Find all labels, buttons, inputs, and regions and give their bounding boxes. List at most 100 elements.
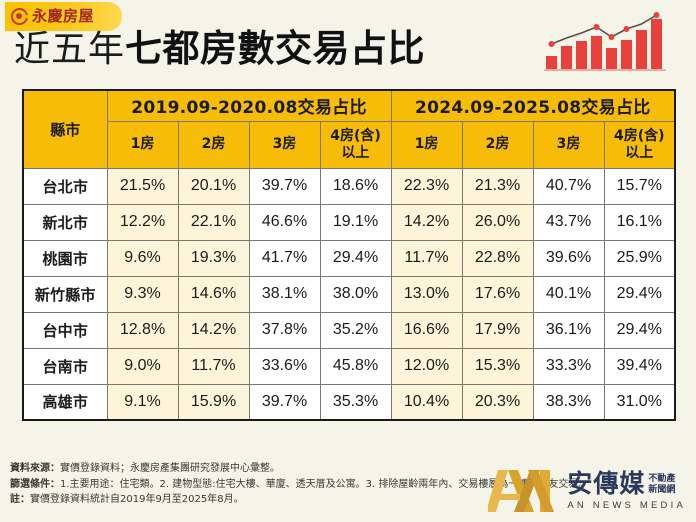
- cell-p2-4room: 31.0%: [603, 383, 676, 421]
- cell-p1-2room: 14.2%: [177, 311, 250, 349]
- column-header-p2-2room: 2房: [461, 120, 534, 169]
- cell-p1-1room: 9.1%: [106, 383, 179, 421]
- cell-p2-3room: 38.3%: [532, 383, 605, 421]
- cell-p1-1room: 9.3%: [106, 275, 179, 313]
- column-header-city: 縣市: [22, 89, 108, 169]
- brand-logo-text: 永慶房屋: [32, 7, 95, 25]
- cell-p2-2room: 17.6%: [461, 275, 534, 313]
- cell-p1-2room: 19.3%: [177, 239, 250, 277]
- cell-p1-1room: 9.0%: [106, 347, 179, 385]
- cell-p1-1room: 12.2%: [106, 203, 179, 241]
- row-city-label: 台北市: [22, 167, 108, 205]
- footer-note-text: 實價登錄資料統計自2019年9月至2025年8月。: [30, 494, 244, 505]
- watermark-chinese-name: 安傳媒: [567, 469, 646, 498]
- table-row: 新北市 12.2% 22.1% 46.6% 19.1% 14.2% 26.0% …: [22, 203, 676, 241]
- spiral-mark-icon: [11, 8, 28, 25]
- cell-p2-3room: 36.1%: [532, 311, 605, 349]
- footer-criteria-text: 1.主要用途：住宅類。2. 建物型態:住宅大樓、華廈、透天厝及公寓。3. 排除屋…: [60, 478, 589, 490]
- cell-p2-1room: 13.0%: [390, 275, 463, 313]
- cell-p1-1room: 21.5%: [106, 167, 179, 205]
- table-row: 高雄市 9.1% 15.9% 39.7% 35.3% 10.4% 20.3% 3…: [22, 383, 676, 421]
- table-row: 新竹縣市 9.3% 14.6% 38.1% 38.0% 13.0% 17.6% …: [22, 275, 676, 313]
- cell-p1-3room: 39.7%: [248, 167, 321, 205]
- column-header-p2-1room: 1房: [390, 120, 463, 169]
- cell-p2-3room: 43.7%: [532, 203, 605, 241]
- cell-p1-2room: 15.9%: [177, 383, 250, 421]
- cell-p1-1room: 9.6%: [106, 239, 179, 277]
- cell-p2-2room: 21.3%: [461, 167, 534, 205]
- table-header-groups: 縣市 2019.09-2020.08交易占比 2024.09-2025.08交易…: [22, 89, 676, 169]
- page-title-bold: 七都房數交易占比: [125, 27, 426, 70]
- watermark-subtitle: 不動產 新聞網: [648, 474, 676, 495]
- table-header-subcolumns: 1房 2房 3房 4房(含) 以上 1房 2房 3房 4房(含) 以上: [23, 120, 676, 169]
- watermark-top-row: 安傳媒 不動產 新聞網: [567, 471, 686, 496]
- table-row: 台中市 12.8% 14.2% 37.8% 35.2% 16.6% 17.9% …: [22, 311, 676, 349]
- column-header-p2-3room: 3房: [532, 120, 605, 169]
- table-body: 台北市 21.5% 20.1% 39.7% 18.6% 22.3% 21.3% …: [22, 167, 676, 421]
- table-row: 桃園市 9.6% 19.3% 41.7% 29.4% 11.7% 22.8% 3…: [22, 239, 676, 277]
- cell-p1-2room: 22.1%: [177, 203, 250, 241]
- cell-p1-4room: 35.2%: [319, 311, 392, 349]
- cell-p2-1room: 16.6%: [390, 311, 463, 349]
- page-title-light: 近五年: [14, 29, 126, 70]
- cell-p2-2room: 22.8%: [461, 239, 534, 277]
- cell-p1-4room: 45.8%: [319, 347, 392, 385]
- row-city-label: 台中市: [22, 311, 108, 349]
- footer-note-label: 註：: [10, 494, 30, 505]
- cell-p1-3room: 33.6%: [248, 347, 321, 385]
- row-city-label: 台南市: [22, 347, 108, 385]
- cell-p2-1room: 11.7%: [390, 239, 463, 277]
- cell-p2-2room: 15.3%: [461, 347, 534, 385]
- footer-notes: 資料來源：實價登錄資料；永慶房產集團研究發展中心彙整。 篩選條件：1.主要用途：…: [10, 461, 588, 508]
- brand-logo: 永慶房屋: [5, 2, 122, 31]
- an-monogram-icon: [488, 470, 555, 512]
- cell-p1-4room: 18.6%: [319, 167, 392, 205]
- column-header-p1-2room: 2房: [177, 120, 250, 169]
- watermark-text-block: 安傳媒 不動產 新聞網 AN NEWS MEDIA: [567, 471, 686, 511]
- cell-p1-2room: 14.6%: [177, 275, 250, 313]
- cell-p2-4room: 16.1%: [603, 203, 676, 241]
- cell-p2-2room: 20.3%: [461, 383, 534, 421]
- cell-p2-3room: 40.7%: [532, 167, 605, 205]
- cell-p2-1room: 12.0%: [390, 347, 463, 385]
- cell-p2-1room: 22.3%: [390, 167, 463, 205]
- footer-source-text: 實價登錄資料；永慶房產集團研究發展中心彙整。: [60, 463, 280, 474]
- row-city-label: 高雄市: [22, 383, 108, 421]
- footer-criteria-line: 篩選條件：1.主要用途：住宅類。2. 建物型態:住宅大樓、華廈、透天厝及公寓。3…: [10, 477, 588, 493]
- page-title: 近五年 七都房數交易占比: [14, 30, 425, 68]
- group-header-period-2: 2024.09-2025.08交易占比: [390, 89, 676, 122]
- column-header-p2-4room: 4房(含) 以上: [603, 120, 676, 169]
- cell-p1-4room: 35.3%: [319, 383, 392, 421]
- cell-p1-4room: 29.4%: [319, 239, 392, 277]
- cell-p1-4room: 38.0%: [319, 275, 392, 313]
- cell-p1-2room: 20.1%: [177, 167, 250, 205]
- watermark-english-name: AN NEWS MEDIA: [567, 500, 686, 511]
- cell-p1-3room: 41.7%: [248, 239, 321, 277]
- footer-criteria-label: 篩選條件：: [10, 478, 60, 490]
- cell-p2-4room: 25.9%: [603, 239, 676, 277]
- cell-p1-3room: 38.1%: [248, 275, 321, 313]
- cell-p2-1room: 14.2%: [390, 203, 463, 241]
- footer-source-line: 資料來源：實價登錄資料；永慶房產集團研究發展中心彙整。: [10, 461, 570, 477]
- cell-p2-4room: 15.7%: [603, 167, 676, 205]
- cell-p2-3room: 39.6%: [532, 239, 605, 277]
- bar-line-chart-icon: [544, 12, 666, 71]
- cell-p1-3room: 46.6%: [248, 203, 321, 241]
- data-table-container: 縣市 2019.09-2020.08交易占比 2024.09-2025.08交易…: [22, 89, 676, 421]
- cell-p1-1room: 12.8%: [106, 311, 179, 349]
- cell-p2-4room: 39.4%: [603, 347, 676, 385]
- cell-p2-3room: 40.1%: [532, 275, 605, 313]
- footer-note-line: 註：實價登錄資料統計自2019年9月至2025年8月。: [10, 492, 570, 508]
- column-header-p1-1room: 1房: [106, 120, 179, 169]
- row-city-label: 新竹縣市: [22, 275, 108, 313]
- cell-p2-1room: 10.4%: [390, 383, 463, 421]
- transaction-share-table: 縣市 2019.09-2020.08交易占比 2024.09-2025.08交易…: [22, 89, 676, 421]
- group-header-period-1: 2019.09-2020.08交易占比: [106, 89, 392, 122]
- column-header-p1-3room: 3房: [248, 120, 321, 169]
- cell-p2-2room: 17.9%: [461, 311, 534, 349]
- table-row: 台北市 21.5% 20.1% 39.7% 18.6% 22.3% 21.3% …: [22, 167, 676, 205]
- cell-p1-3room: 39.7%: [248, 383, 321, 421]
- row-city-label: 新北市: [22, 203, 108, 241]
- media-watermark: 安傳媒 不動產 新聞網 AN NEWS MEDIA: [488, 468, 686, 514]
